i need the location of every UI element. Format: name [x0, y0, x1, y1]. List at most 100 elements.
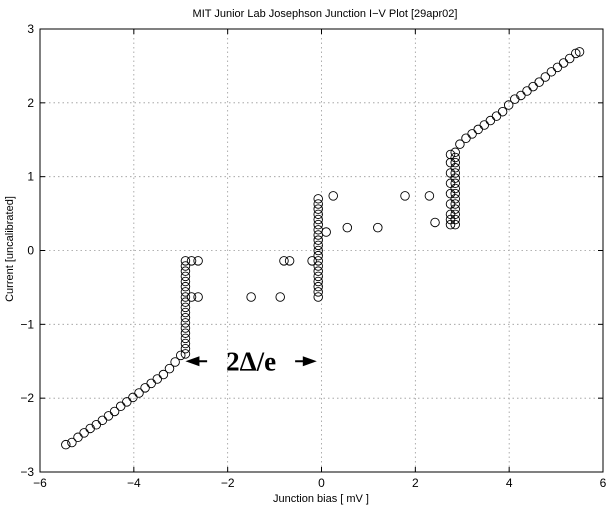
data-point	[313, 276, 323, 287]
data-point	[313, 250, 323, 261]
data-point	[445, 168, 456, 178]
data-point	[91, 419, 102, 430]
data-point	[574, 47, 585, 57]
data-point	[115, 401, 126, 412]
data-point	[122, 397, 132, 407]
y-tick-label: 2	[27, 96, 34, 110]
data-point	[491, 111, 502, 121]
data-point	[193, 256, 203, 266]
data-point	[450, 188, 460, 199]
data-point	[461, 133, 471, 144]
data-point	[186, 292, 197, 302]
x-tick-label: 4	[506, 476, 513, 490]
data-point	[450, 204, 460, 214]
data-point	[450, 199, 460, 209]
data-point	[284, 256, 295, 266]
data-point	[534, 77, 544, 87]
chart-title: MIT Junior Lab Josephson Junction I−V Pl…	[193, 8, 458, 20]
data-point	[479, 120, 490, 130]
data-point	[564, 53, 575, 64]
data-point	[180, 307, 191, 318]
data-point	[97, 415, 108, 426]
data-point	[450, 194, 460, 204]
data-point	[180, 281, 191, 292]
data-point	[180, 338, 191, 349]
data-point	[313, 271, 323, 282]
data-point	[313, 219, 323, 230]
data-point	[313, 209, 323, 220]
data-point	[180, 256, 191, 266]
data-point	[450, 163, 460, 173]
data-point	[313, 199, 323, 209]
data-point	[313, 235, 323, 245]
data-point	[445, 219, 456, 230]
data-point	[313, 281, 323, 292]
data-point	[522, 86, 532, 96]
y-tick-label: 1	[27, 170, 34, 184]
data-point	[546, 67, 557, 77]
data-point	[313, 266, 323, 276]
data-point	[140, 383, 150, 393]
data-points	[61, 47, 585, 450]
x-tick-label: −4	[127, 476, 141, 490]
data-point	[109, 406, 120, 417]
data-point	[485, 115, 496, 126]
data-point	[445, 214, 456, 225]
data-point	[180, 261, 191, 271]
data-point	[450, 178, 460, 189]
x-tick-label: 6	[600, 476, 607, 490]
data-point	[445, 157, 456, 168]
data-point	[450, 147, 460, 158]
data-point	[180, 318, 191, 328]
data-point	[540, 72, 551, 82]
data-point	[445, 149, 456, 160]
data-point	[313, 287, 323, 297]
data-point	[455, 139, 465, 149]
data-point	[73, 432, 83, 443]
data-point	[313, 245, 323, 256]
data-point	[450, 214, 460, 225]
data-point	[180, 292, 191, 302]
axis-ticks: −6 −4 −2 0 2 4 6 −3 −2 −1 0 1 2 3	[20, 22, 606, 490]
data-point	[180, 266, 191, 276]
data-point	[152, 374, 163, 384]
grid	[40, 29, 603, 472]
data-point	[313, 204, 323, 214]
data-point	[516, 90, 526, 101]
data-point	[313, 256, 323, 266]
data-point	[400, 191, 410, 201]
data-point	[445, 209, 456, 220]
data-point	[79, 428, 89, 438]
data-point	[450, 157, 460, 168]
data-point	[552, 62, 563, 73]
data-point	[467, 129, 477, 139]
data-point	[497, 106, 508, 117]
data-point	[180, 349, 191, 359]
y-tick-label: 3	[27, 22, 34, 36]
data-point	[313, 225, 323, 235]
data-point	[180, 276, 191, 287]
x-axis-title: Junction bias [ mV ]	[273, 493, 369, 505]
data-point	[180, 343, 191, 354]
data-point	[313, 214, 323, 225]
data-point	[164, 363, 175, 374]
data-point	[279, 256, 289, 266]
data-point	[424, 191, 435, 201]
data-point	[193, 292, 203, 302]
data-point	[67, 437, 77, 448]
data-point	[313, 194, 323, 204]
data-point	[445, 188, 456, 199]
data-point	[186, 256, 197, 266]
data-point	[103, 411, 114, 421]
data-point	[180, 271, 191, 282]
data-point	[528, 81, 538, 92]
x-tick-label: −2	[221, 476, 235, 490]
data-point	[180, 287, 191, 297]
data-point	[180, 333, 191, 344]
data-point	[450, 168, 460, 178]
y-axis-title: Current [uncalibrated]	[4, 196, 16, 302]
data-point	[180, 297, 191, 307]
data-point	[510, 94, 520, 104]
data-point	[321, 227, 331, 237]
